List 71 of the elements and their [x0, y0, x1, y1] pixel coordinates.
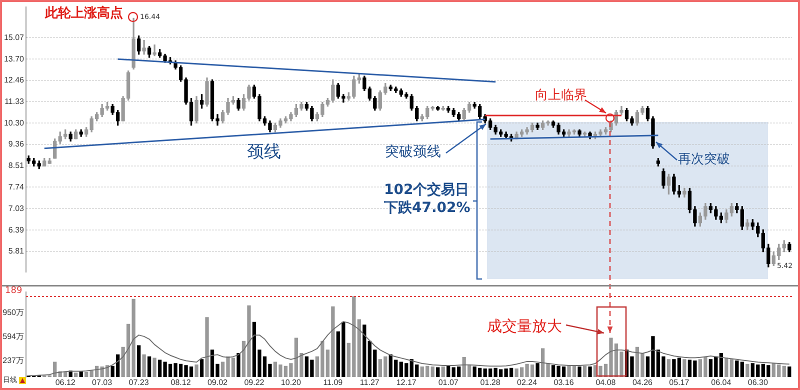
bar — [446, 366, 450, 377]
x-tick-label: 01.28 — [480, 378, 501, 388]
y-tick-label: 7.03 — [8, 204, 25, 213]
bar — [782, 366, 786, 377]
x-tick-label: 11.27 — [360, 378, 380, 388]
bar — [194, 364, 198, 377]
bar — [740, 362, 744, 377]
x-tick-label: 03.16 — [554, 378, 574, 388]
bar — [430, 366, 434, 377]
bar — [735, 360, 739, 377]
annotation: 向上临界 — [535, 88, 587, 104]
y-tick-label: 9.36 — [8, 140, 25, 149]
bar — [74, 372, 78, 377]
bar — [788, 366, 792, 377]
x-tick-label: 01.07 — [438, 378, 459, 388]
x-tick-label: 07.23 — [128, 378, 150, 388]
x-tick-label: 04.26 — [632, 378, 654, 388]
x-tick-label: 04.08 — [596, 378, 616, 388]
y-tick-label: 12.46 — [4, 76, 25, 85]
bar — [147, 356, 152, 377]
annotation: 102个交易日下跌47.02% — [384, 182, 472, 217]
y-tick-label: 7.74 — [8, 182, 25, 192]
bar — [152, 358, 156, 377]
y-tick-label: 237万 — [2, 356, 24, 366]
x-tick-label: 06.04 — [711, 378, 732, 388]
x-tick-label: 10.20 — [280, 378, 302, 388]
bar — [236, 353, 240, 377]
x-tick-label: 06.30 — [748, 378, 768, 388]
bar — [582, 366, 587, 377]
bar — [536, 363, 540, 377]
bar — [682, 359, 686, 377]
bar — [84, 372, 88, 377]
x-tick-label: 12.17 — [396, 378, 417, 388]
y-tick-label: 8.51 — [8, 161, 25, 170]
x-tick-label: 06.12 — [55, 378, 76, 388]
bar — [441, 366, 445, 377]
annotation: 此轮上涨高点 — [45, 6, 123, 22]
x-tick-label: 09.02 — [207, 378, 228, 388]
x-tick-label: 08.12 — [170, 378, 192, 388]
y-tick-label: 13.70 — [4, 54, 25, 64]
bar — [666, 359, 671, 377]
x-tick-label: 11.09 — [323, 378, 344, 388]
annotation: 再次突破 — [678, 152, 730, 168]
y-tick-label: 15.07 — [4, 32, 25, 42]
candlestick — [152, 44, 156, 56]
bar — [362, 324, 366, 377]
annotation: 颈线 — [247, 142, 281, 164]
bar — [200, 359, 204, 377]
bar — [730, 359, 734, 377]
bar — [436, 367, 440, 377]
y-tick-label: 6.39 — [8, 225, 25, 234]
bar — [724, 358, 728, 377]
bar — [357, 319, 361, 377]
y-tick-label: 594万 — [2, 332, 24, 342]
annotation: 突破颈线 — [385, 144, 441, 162]
y-tick-label: 950万 — [2, 308, 24, 317]
bar — [142, 354, 146, 377]
bar — [578, 366, 582, 377]
bar — [588, 366, 592, 377]
text: 189 — [5, 286, 22, 298]
x-tick-label: 05.17 — [669, 378, 690, 388]
y-tick-label: 10.30 — [4, 118, 25, 128]
bar — [746, 364, 750, 377]
bar — [136, 345, 141, 377]
bar — [205, 317, 209, 377]
x-tick-label: 07.03 — [92, 378, 113, 388]
y-tick-label: 11.33 — [4, 96, 25, 106]
x-tick-label: 09.22 — [244, 378, 265, 388]
annotation: 成交量放大 — [487, 317, 562, 336]
y-tick-label: 5.81 — [8, 246, 25, 256]
x-tick-label: 02.24 — [517, 378, 538, 388]
